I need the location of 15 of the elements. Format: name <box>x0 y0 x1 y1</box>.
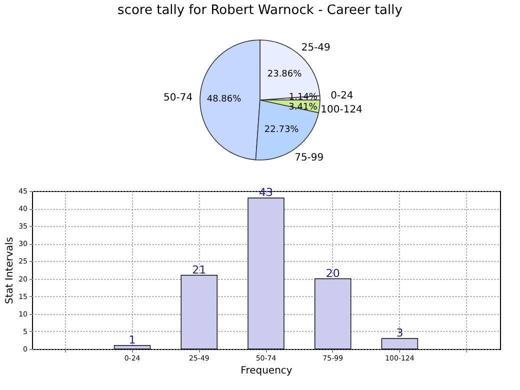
chart-title: score tally for Robert Warnock - Career tally <box>118 3 403 18</box>
data-label: 3 <box>396 326 404 340</box>
x-axis-title: Frequency <box>240 366 292 376</box>
data-label: 48.86% <box>206 94 242 105</box>
y-axis-title: Stat Intervals <box>4 236 16 304</box>
slice-label: 0-24 <box>330 90 354 102</box>
data-label: 20 <box>326 266 340 280</box>
data-label: 23.86% <box>267 70 302 80</box>
slice-label: 100-124 <box>320 104 362 116</box>
slice-label: 75-99 <box>294 152 324 164</box>
slice-label: 25-49 <box>301 42 330 54</box>
data-label: 1 <box>128 333 136 346</box>
data-label: 22.73% <box>264 124 300 135</box>
slice-label: 50-74 <box>164 92 193 104</box>
data-label: 21 <box>192 263 206 276</box>
